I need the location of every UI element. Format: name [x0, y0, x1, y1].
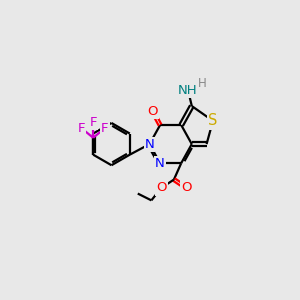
Text: N: N: [155, 157, 165, 169]
Text: O: O: [148, 105, 158, 118]
Text: F: F: [101, 122, 109, 135]
Text: H: H: [197, 77, 206, 90]
Text: O: O: [181, 182, 192, 194]
Text: F: F: [89, 116, 97, 129]
Text: F: F: [78, 122, 85, 135]
Text: O: O: [156, 182, 166, 194]
Text: S: S: [208, 113, 218, 128]
Text: NH: NH: [177, 84, 197, 97]
Text: N: N: [145, 138, 154, 151]
